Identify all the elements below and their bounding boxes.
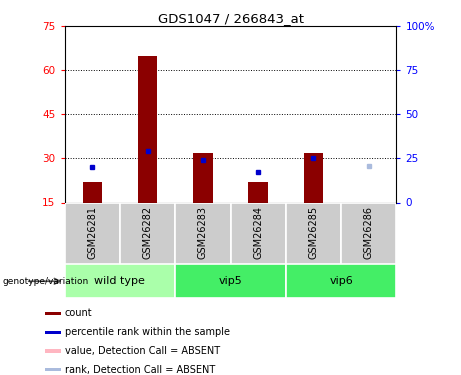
Text: GSM26283: GSM26283 <box>198 206 208 259</box>
Text: wild type: wild type <box>95 276 145 286</box>
Text: count: count <box>65 309 92 318</box>
Text: vip6: vip6 <box>329 276 353 286</box>
Text: rank, Detection Call = ABSENT: rank, Detection Call = ABSENT <box>65 365 215 375</box>
Text: genotype/variation: genotype/variation <box>2 278 89 286</box>
Text: GSM26286: GSM26286 <box>364 206 374 259</box>
Bar <box>45 368 60 371</box>
Bar <box>248 182 268 203</box>
Bar <box>138 56 157 202</box>
Bar <box>286 202 341 264</box>
Bar <box>175 264 286 298</box>
Title: GDS1047 / 266843_at: GDS1047 / 266843_at <box>158 12 303 25</box>
Text: vip5: vip5 <box>219 276 242 286</box>
Text: value, Detection Call = ABSENT: value, Detection Call = ABSENT <box>65 346 219 356</box>
Bar <box>304 153 323 203</box>
Bar <box>120 202 175 264</box>
Text: percentile rank within the sample: percentile rank within the sample <box>65 327 230 337</box>
Bar <box>230 202 286 264</box>
Bar <box>65 202 120 264</box>
Text: GSM26284: GSM26284 <box>253 206 263 259</box>
Bar <box>65 264 175 298</box>
Bar <box>286 264 396 298</box>
Bar <box>193 153 213 203</box>
Text: GSM26285: GSM26285 <box>308 206 319 259</box>
Bar <box>45 350 60 352</box>
Bar <box>45 312 60 315</box>
Bar <box>45 331 60 334</box>
Bar <box>175 202 230 264</box>
Bar <box>341 202 396 264</box>
Bar <box>83 182 102 203</box>
Text: GSM26282: GSM26282 <box>142 206 153 259</box>
Text: GSM26281: GSM26281 <box>87 206 97 259</box>
